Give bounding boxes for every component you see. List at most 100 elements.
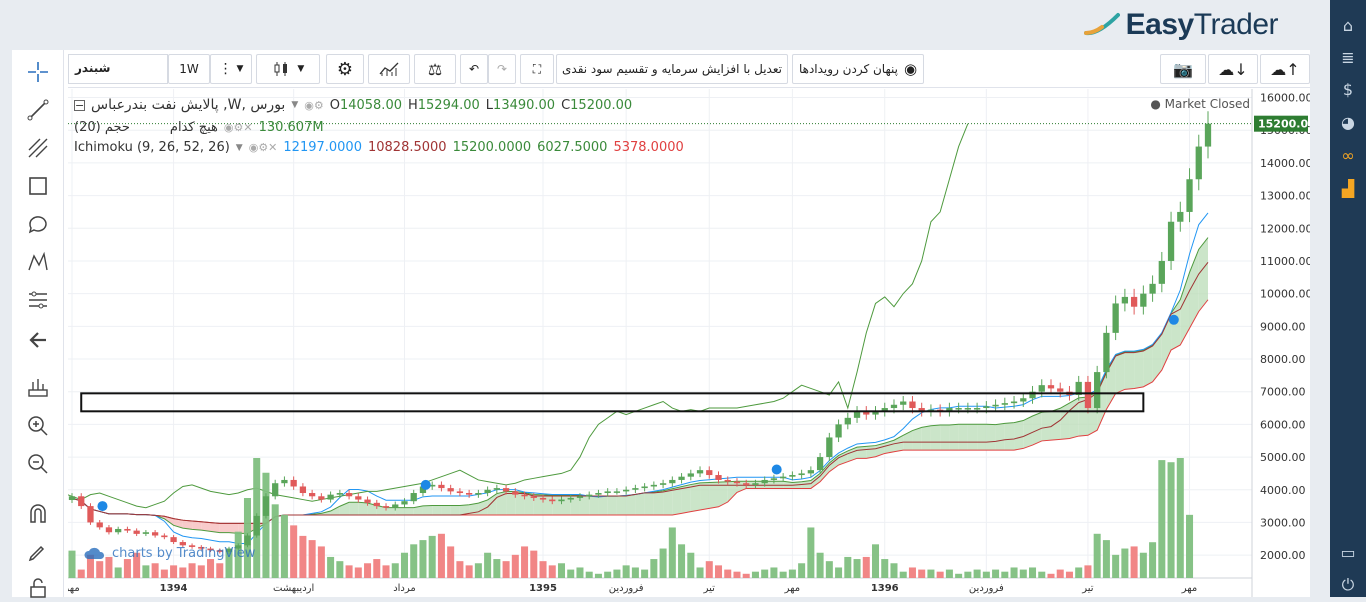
camera-icon: 📷 — [1173, 59, 1193, 79]
candle-body — [392, 504, 399, 508]
candle-body — [465, 493, 473, 495]
volume-bar — [724, 569, 732, 578]
load-layout-button[interactable]: ☁↓ — [1208, 54, 1258, 84]
database-icon[interactable]: ≣ — [1341, 48, 1355, 67]
senkou-a-value: 6027.5000 — [537, 140, 608, 155]
kijun-value: 10828.5000 — [367, 140, 447, 155]
pattern-icon[interactable] — [24, 248, 52, 276]
snapshot-button[interactable]: 📷 — [1160, 54, 1206, 84]
ichimoku-cloud-segment — [533, 494, 544, 516]
chart-pane[interactable]: 16000.0015000.0014000.0013000.0012000.00… — [68, 89, 1310, 597]
volume-bar — [1038, 571, 1046, 578]
scale-icon: ⚖ — [427, 59, 443, 79]
fullscreen-button[interactable]: ⛶ — [520, 54, 554, 84]
eye-icon: ◉ — [903, 60, 918, 78]
collapse-icon[interactable]: − — [74, 98, 85, 112]
ichimoku-cloud-segment — [570, 495, 580, 516]
candle-body — [659, 483, 667, 485]
candle-body — [1094, 372, 1101, 409]
volume-bar — [419, 540, 427, 578]
settings-button[interactable]: ⚙ — [326, 54, 364, 84]
ichimoku-cloud-segment — [524, 492, 534, 516]
magnet-icon[interactable] — [24, 500, 52, 528]
price-axis-label: 11000.00 — [1260, 255, 1310, 268]
candle-body — [512, 491, 519, 495]
chart-canvas[interactable]: 16000.0015000.0014000.0013000.0012000.00… — [68, 89, 1310, 597]
trend-line-icon[interactable] — [24, 96, 52, 124]
eye-toggle-icon[interactable]: ◉⚙ — [304, 98, 324, 112]
study-controls-icon[interactable]: ◉⚙✕ — [223, 121, 253, 134]
volume-bar — [437, 533, 445, 578]
power-icon[interactable]: ⏻ — [1341, 575, 1355, 594]
tradingview-watermark[interactable]: charts by TradingView — [84, 545, 255, 561]
candle-body — [789, 475, 796, 477]
study-controls-icon[interactable]: ◉⚙✕ — [248, 141, 278, 154]
volume-bar — [521, 546, 529, 578]
volume-bar — [761, 569, 769, 578]
ichimoku-cloud-segment — [857, 446, 867, 459]
undo-icon: ↶ — [468, 62, 480, 76]
volume-bar — [151, 563, 159, 578]
candle-body — [586, 494, 593, 497]
candle-body — [336, 493, 343, 495]
candle-body — [502, 488, 510, 492]
candle-body — [484, 489, 491, 494]
interval-dropdown[interactable]: ⋮ ▼ — [210, 54, 252, 84]
indicators-button[interactable] — [368, 54, 410, 84]
ichimoku-cloud-segment — [1032, 412, 1042, 446]
candle-body — [567, 497, 574, 500]
candle-body — [235, 545, 242, 549]
dropdown-caret-icon[interactable]: ▼ — [235, 142, 243, 153]
save-layout-button[interactable]: ☁↑ — [1260, 54, 1310, 84]
back-arrow-icon[interactable] — [24, 326, 52, 354]
pencil-lock-icon[interactable] — [24, 538, 52, 566]
fullscreen-icon: ⛶ — [532, 61, 542, 76]
rectangle-icon[interactable] — [24, 172, 52, 200]
volume-bar — [160, 569, 168, 578]
candle-body — [1195, 146, 1202, 180]
volume-bar — [641, 569, 649, 578]
main-series-legend: − بورس ,W, پالایش نفت بندرعباس ▼ ◉⚙ O140… — [74, 97, 632, 113]
last-price-tag — [1254, 115, 1308, 132]
ichimoku-cloud-segment — [1152, 333, 1162, 382]
candle-body — [262, 496, 270, 516]
undo-button[interactable]: ↶ — [460, 54, 488, 84]
candle-body — [216, 550, 223, 552]
candle-body — [706, 470, 713, 476]
compare-button[interactable]: ⚖ — [414, 54, 456, 84]
pitchfork-icon[interactable] — [24, 134, 52, 162]
fib-levels-icon[interactable] — [24, 286, 52, 314]
hide-events-button[interactable]: ◉ پنهان کردن رویدادها — [792, 54, 924, 84]
candle-body — [955, 408, 962, 410]
chat-icon[interactable]: ▭ — [1340, 543, 1356, 562]
price-axis-label: 10000.00 — [1260, 288, 1310, 301]
binoculars-icon[interactable]: ∞ — [1341, 146, 1355, 165]
measure-icon[interactable] — [24, 374, 52, 402]
dropdown-caret-icon[interactable]: ▼ — [291, 100, 299, 110]
volume-bar — [428, 535, 436, 578]
candle-body — [308, 493, 316, 497]
volume-bar — [567, 569, 575, 578]
price-axis-label: 5000.00 — [1260, 451, 1306, 464]
zoom-out-icon[interactable] — [24, 450, 52, 478]
candle-body — [179, 542, 186, 546]
money-bag-icon[interactable]: $ — [1342, 80, 1354, 99]
text-bubble-icon[interactable] — [24, 210, 52, 238]
bar-chart-icon[interactable]: ▟ — [1341, 179, 1355, 198]
volume-bar — [705, 561, 713, 578]
zoom-in-icon[interactable] — [24, 412, 52, 440]
interval-button[interactable]: 1W — [168, 54, 210, 84]
candle-body — [105, 527, 113, 533]
easytrader-logo[interactable]: EasyTrader — [1083, 8, 1279, 42]
lock-icon[interactable] — [24, 574, 52, 602]
crosshair-icon[interactable] — [24, 58, 52, 86]
volume-bar — [696, 567, 704, 578]
home-icon[interactable]: ⌂ — [1342, 16, 1354, 35]
pie-chart-icon[interactable]: ◕ — [1341, 113, 1355, 132]
time-axis-label: مهر — [784, 583, 800, 594]
volume-bar — [881, 559, 889, 578]
adjust-dividends-button[interactable]: تعدیل با افزایش سرمایه و تقسیم سود نقدی — [556, 54, 788, 84]
redo-button[interactable]: ↷ — [488, 54, 516, 84]
chart-type-button[interactable]: ▼ — [256, 54, 320, 84]
symbol-search-input[interactable]: شبندر — [68, 54, 168, 84]
